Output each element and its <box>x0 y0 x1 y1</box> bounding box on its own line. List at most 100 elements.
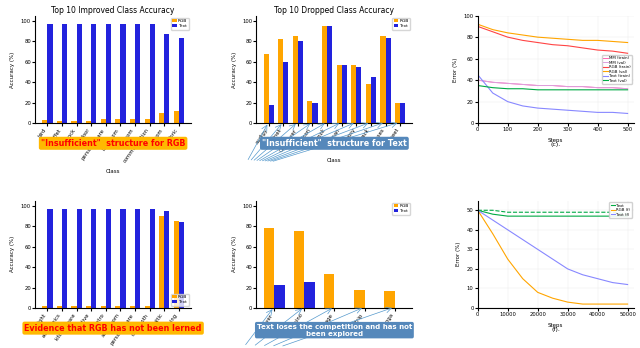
Text (val) <box>594 88 602 92</box>
RGB (train) <box>564 44 572 48</box>
Text: "Insufficient"  structure for Text: "Insufficient" structure for Text <box>262 139 407 148</box>
Text (train) <box>549 107 557 111</box>
Bar <box>150 24 155 123</box>
MM (train) <box>564 85 572 89</box>
Bar <box>371 77 376 123</box>
Y-axis label: Accuracy (%): Accuracy (%) <box>10 51 15 87</box>
Bar <box>145 306 150 308</box>
Bar <box>120 209 125 308</box>
Text: Evidence that RGB has not been lerned: Evidence that RGB has not been lerned <box>24 324 202 333</box>
Bar <box>42 306 47 308</box>
Bar <box>179 38 184 123</box>
MM (train) <box>489 80 497 84</box>
Bar <box>342 65 347 123</box>
Legend: RGB, Text: RGB, Text <box>392 203 410 214</box>
Bar <box>47 24 52 123</box>
Bar <box>130 306 135 308</box>
Text (val) <box>534 88 541 92</box>
Text (val) <box>504 87 511 91</box>
Bar <box>351 65 356 123</box>
RGB (val) <box>504 31 511 35</box>
Text (f) <box>474 208 482 212</box>
Bar <box>322 26 327 123</box>
Bar <box>294 231 304 308</box>
RGB (f) <box>594 302 602 306</box>
Bar <box>106 24 111 123</box>
RGB (val) <box>564 37 572 41</box>
Text (train) <box>489 91 497 95</box>
Text (val) <box>474 84 482 88</box>
RGB (train) <box>579 46 586 50</box>
Bar <box>106 209 111 308</box>
MM (train) <box>594 86 602 90</box>
RGB (train) <box>549 42 557 47</box>
Text: (a).: (a). <box>108 139 118 144</box>
Text (train) <box>609 110 616 114</box>
Text (f) <box>624 283 632 287</box>
RGB (val) <box>579 38 586 42</box>
Text (train) <box>534 106 541 110</box>
Bar <box>384 291 395 308</box>
RGB (train) <box>504 35 511 39</box>
Text (val) <box>579 88 586 92</box>
Bar <box>179 222 184 308</box>
Legend: Text, RGB (f), Text (f): Text, RGB (f), Text (f) <box>609 203 632 218</box>
Text (train) <box>624 111 632 116</box>
Text (f) <box>549 257 557 261</box>
MM (val) <box>549 84 557 88</box>
Bar <box>159 216 164 308</box>
RGB (val) <box>549 36 557 40</box>
Text: (0, 50): (0, 50) <box>474 208 482 212</box>
Text: (3e+04, 47): (3e+04, 47) <box>564 214 572 218</box>
Text (train) <box>594 110 602 114</box>
Y-axis label: Accuracy (%): Accuracy (%) <box>10 236 15 272</box>
Text (f) <box>609 280 616 285</box>
RGB (val) <box>624 40 632 45</box>
Text (train) <box>564 108 572 112</box>
RGB (val) <box>474 22 482 26</box>
Bar <box>120 24 125 123</box>
Bar <box>115 119 120 123</box>
MM (train) <box>519 82 527 87</box>
Line: RGB (train): RGB (train) <box>478 26 628 53</box>
Text: "Insufficient"  structure for RGB: "Insufficient" structure for RGB <box>41 139 186 148</box>
Bar <box>284 62 289 123</box>
Text (val) <box>624 88 632 92</box>
MM (train) <box>474 78 482 82</box>
Line: Text (val): Text (val) <box>478 86 628 90</box>
Bar <box>366 84 371 123</box>
Text (f) <box>534 247 541 252</box>
Line: Text (train): Text (train) <box>478 75 628 113</box>
Bar <box>57 306 62 308</box>
Bar <box>173 111 179 123</box>
RGB (train) <box>594 48 602 52</box>
Bar <box>135 209 140 308</box>
Y-axis label: Accuracy (%): Accuracy (%) <box>232 51 237 87</box>
Bar <box>298 41 303 123</box>
Bar <box>100 306 106 308</box>
Bar <box>274 285 285 308</box>
Bar <box>327 26 332 123</box>
Bar <box>400 103 405 123</box>
RGB (f) <box>519 277 527 281</box>
Bar <box>42 120 47 123</box>
Bar <box>164 211 170 308</box>
RGB (f) <box>579 302 586 306</box>
Text: (c).: (c). <box>550 142 561 148</box>
Bar <box>385 38 390 123</box>
Bar <box>92 24 97 123</box>
Text: (1.5e+04, 47): (1.5e+04, 47) <box>519 214 527 218</box>
Line: Text (f): Text (f) <box>478 210 628 285</box>
Bar <box>264 54 269 123</box>
MM (val) <box>534 84 541 88</box>
RGB (val) <box>519 33 527 37</box>
Bar <box>77 209 82 308</box>
Bar <box>304 282 315 308</box>
Bar <box>307 101 312 123</box>
RGB (val) <box>594 38 602 42</box>
X-axis label: Steps: Steps <box>548 138 563 143</box>
Bar <box>62 24 67 123</box>
Text: (f).: (f). <box>551 327 560 332</box>
Bar <box>57 121 62 123</box>
Text (f) <box>504 228 511 232</box>
